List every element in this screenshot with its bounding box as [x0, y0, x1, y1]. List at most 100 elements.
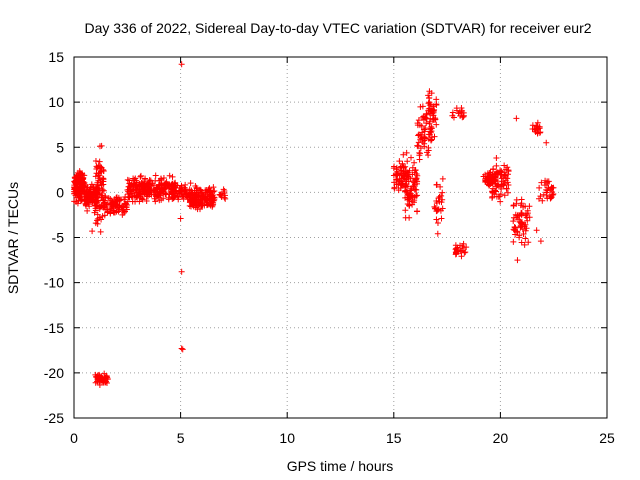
data-point	[89, 228, 96, 235]
data-point	[92, 194, 99, 201]
data-point	[435, 206, 442, 213]
data-point	[503, 185, 510, 192]
data-point	[145, 193, 152, 200]
data-point	[136, 180, 143, 187]
data-point	[518, 239, 525, 246]
data-point	[116, 197, 123, 204]
data-point	[396, 158, 403, 165]
data-point	[391, 185, 398, 192]
data-point	[450, 114, 457, 121]
y-tick-label: -5	[52, 230, 65, 246]
data-point	[436, 193, 443, 200]
data-point	[165, 194, 172, 201]
data-point	[434, 220, 441, 227]
x-axis-label: GPS time / hours	[287, 458, 394, 474]
data-point	[206, 185, 213, 192]
data-point	[411, 159, 418, 166]
data-point	[186, 186, 193, 193]
data-point	[524, 207, 531, 214]
data-point	[517, 202, 524, 209]
data-point	[421, 143, 428, 150]
data-point	[405, 178, 412, 185]
data-point	[438, 215, 445, 222]
data-point	[533, 227, 540, 234]
data-point	[102, 194, 109, 201]
data-point	[419, 138, 426, 145]
data-point	[391, 179, 398, 186]
data-point	[493, 162, 500, 169]
data-point	[103, 206, 110, 213]
data-point	[178, 61, 185, 68]
data-point	[98, 164, 105, 171]
data-point	[71, 198, 78, 205]
data-point	[510, 202, 517, 209]
data-point	[434, 230, 441, 237]
data-point	[105, 195, 112, 202]
data-point	[513, 196, 520, 203]
data-point	[453, 248, 460, 255]
data-point	[501, 162, 508, 169]
data-point	[418, 133, 425, 140]
data-point	[76, 168, 83, 175]
data-point	[458, 253, 465, 260]
data-point	[204, 201, 211, 208]
data-point	[101, 202, 108, 209]
data-point	[165, 184, 172, 191]
data-point	[96, 205, 103, 212]
data-point	[500, 181, 507, 188]
data-point	[433, 181, 440, 188]
data-point	[489, 175, 496, 182]
data-point	[118, 203, 125, 210]
data-point	[143, 188, 150, 195]
data-point	[426, 118, 433, 125]
data-point	[497, 168, 504, 175]
data-point	[96, 377, 103, 384]
data-point	[422, 125, 429, 132]
data-point	[400, 151, 407, 158]
data-point	[504, 175, 511, 182]
data-point	[221, 187, 228, 194]
data-point	[390, 165, 397, 172]
data-point	[192, 189, 199, 196]
data-point	[425, 100, 432, 107]
data-point	[131, 192, 138, 199]
data-point	[402, 207, 409, 214]
data-point	[494, 169, 501, 176]
data-point	[489, 189, 496, 196]
data-point	[94, 215, 101, 222]
data-point	[72, 186, 79, 193]
data-point	[147, 177, 154, 184]
data-point	[429, 105, 436, 112]
data-point	[415, 117, 422, 124]
data-point	[196, 201, 203, 208]
data-point	[124, 202, 131, 209]
data-point	[406, 214, 413, 221]
data-point	[80, 182, 87, 189]
data-point	[411, 186, 418, 193]
data-point	[210, 194, 217, 201]
data-point	[143, 189, 150, 196]
tick-labels: 0 5 10 15 20 25 -25 -20 -15 -10 -5 0 5 10 15	[44, 49, 615, 446]
data-point	[152, 172, 159, 179]
data-point	[124, 198, 131, 205]
data-point	[494, 182, 501, 189]
data-point	[426, 99, 433, 106]
data-point	[187, 180, 194, 187]
data-point	[115, 194, 122, 201]
data-point	[480, 173, 487, 180]
data-point	[439, 196, 446, 203]
data-point	[522, 203, 529, 210]
data-point	[162, 180, 169, 187]
data-point	[169, 185, 176, 192]
data-point	[147, 182, 154, 189]
data-point	[513, 115, 520, 122]
data-point	[100, 167, 107, 174]
data-point	[393, 171, 400, 178]
data-point	[419, 103, 426, 110]
data-point	[189, 201, 196, 208]
data-point	[401, 170, 408, 177]
data-point	[514, 257, 521, 264]
data-point	[177, 215, 184, 222]
data-point	[160, 175, 167, 182]
data-point	[484, 170, 491, 177]
